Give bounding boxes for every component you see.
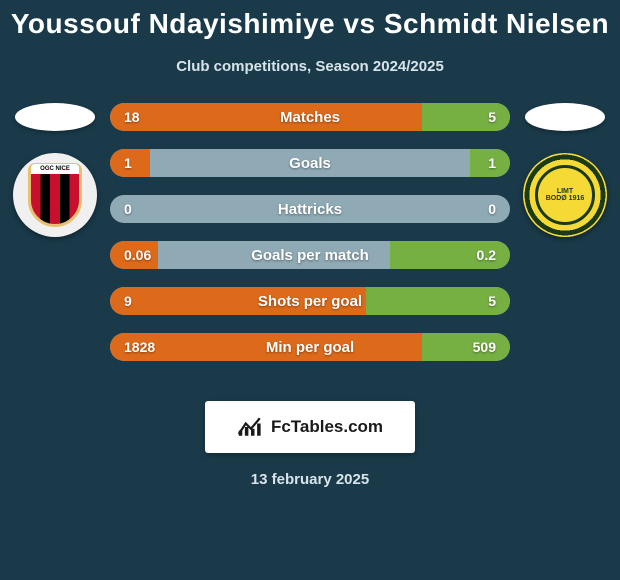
- left-flag-icon: [15, 103, 95, 131]
- bodo-text: LIMTBODØ 1916: [546, 188, 585, 202]
- page-title: Youssouf Ndayishimiye vs Schmidt Nielsen: [0, 0, 620, 40]
- right-player-column: LIMTBODØ 1916: [510, 103, 620, 237]
- stat-row: 11Goals: [110, 149, 510, 177]
- left-club-badge: [13, 153, 97, 237]
- bodo-ring-icon: LIMTBODØ 1916: [535, 165, 595, 225]
- left-player-column: [0, 103, 110, 237]
- nice-shield-icon: [28, 163, 82, 227]
- right-club-badge: LIMTBODØ 1916: [523, 153, 607, 237]
- stat-label: Min per goal: [110, 339, 510, 356]
- stat-label: Goals per match: [110, 247, 510, 264]
- comparison-panel: LIMTBODØ 1916 185Matches 11Goals 00Hattric…: [0, 103, 620, 383]
- brand-footer: FcTables.com: [205, 401, 415, 453]
- stat-label: Hattricks: [110, 201, 510, 218]
- date-text: 13 february 2025: [0, 471, 620, 488]
- subtitle: Club competitions, Season 2024/2025: [0, 58, 620, 75]
- stat-label: Goals: [110, 155, 510, 172]
- stat-label: Shots per goal: [110, 293, 510, 310]
- stats-list: 185Matches 11Goals 00Hattricks 0.060.2Goals…: [110, 103, 510, 379]
- stat-row: 00Hattricks: [110, 195, 510, 223]
- stat-row: 95Shots per goal: [110, 287, 510, 315]
- right-flag-icon: [525, 103, 605, 131]
- stat-row: 0.060.2Goals per match: [110, 241, 510, 269]
- chart-icon: [237, 416, 265, 438]
- brand-text: FcTables.com: [271, 417, 383, 437]
- stat-label: Matches: [110, 109, 510, 126]
- stat-row: 185Matches: [110, 103, 510, 131]
- stat-row: 1828509Min per goal: [110, 333, 510, 361]
